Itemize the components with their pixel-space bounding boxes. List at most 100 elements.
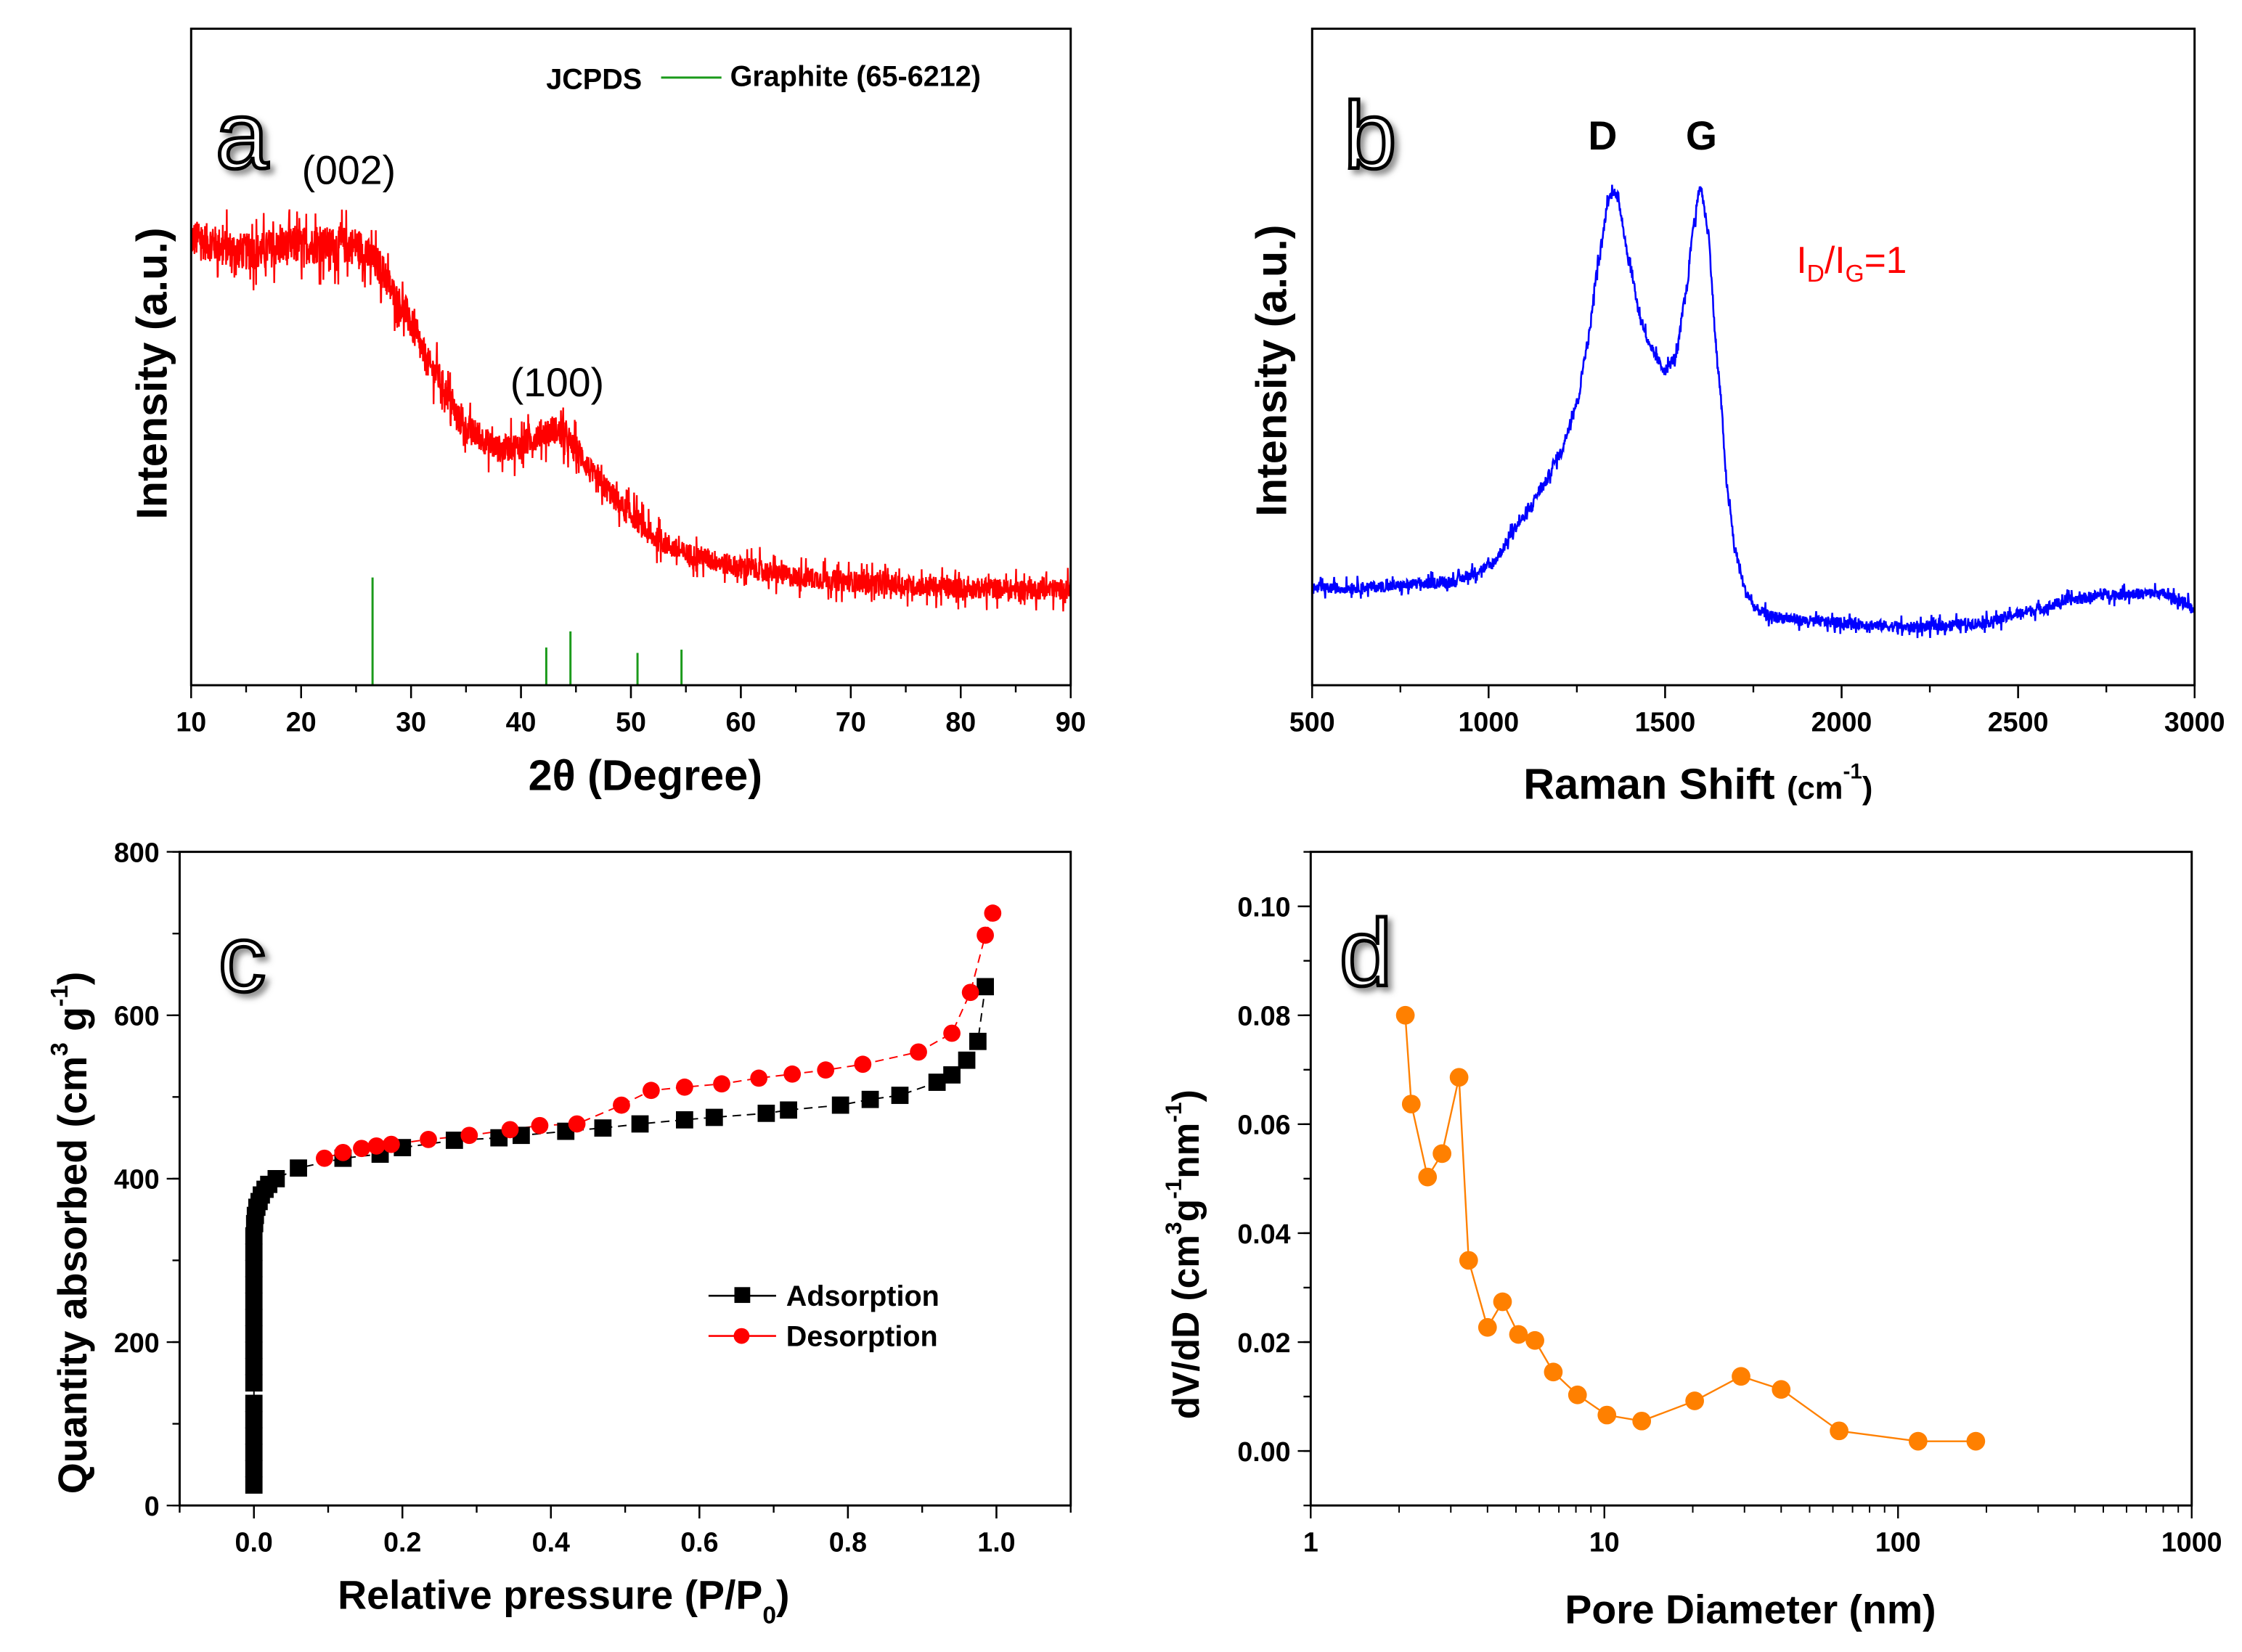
x-axis-label-b: Raman Shift (cm-1) xyxy=(1523,759,1872,808)
ylabel-d-main: dV/dD (cm xyxy=(1165,1235,1207,1419)
xlabel-b-close: ) xyxy=(1862,771,1873,806)
data-point-desorption xyxy=(977,926,994,944)
x-tick-label: 0.8 xyxy=(829,1526,867,1557)
data-point-pore xyxy=(1685,1391,1705,1410)
data-point-pore xyxy=(1395,1005,1415,1025)
ylabel-d-mid: g xyxy=(1165,1199,1207,1222)
x-tick-label: 0.4 xyxy=(532,1526,570,1557)
ratio-sub-g: G xyxy=(1846,261,1864,287)
y-tick-label: 200 xyxy=(114,1328,160,1358)
y-axis-label-a: Intensity (a.u.) xyxy=(128,227,176,519)
panel-letter-b: b xyxy=(1344,83,1397,189)
data-point-pore xyxy=(1493,1292,1512,1312)
ylabel-c-main: Quantity absorbed (cm xyxy=(50,1056,95,1494)
peak-label-d: D xyxy=(1588,113,1617,158)
data-point-desorption xyxy=(383,1135,400,1153)
data-point-adsorption xyxy=(245,1374,263,1392)
data-point-pore xyxy=(1908,1431,1928,1451)
ylabel-c-close: ) xyxy=(50,972,95,985)
x-tick-label: 1000 xyxy=(2161,1526,2222,1557)
ratio-i1: I xyxy=(1796,239,1806,281)
data-point-desorption xyxy=(501,1121,519,1139)
x-tick-label: 100 xyxy=(1875,1526,1921,1557)
data-point-adsorption xyxy=(245,1325,263,1343)
series-line-b xyxy=(1310,184,2196,639)
data-point-pore xyxy=(1830,1421,1848,1441)
data-point-adsorption xyxy=(445,1132,463,1149)
chart-c: 0.0 0.2 0.4 0.6 0.8 1.0 0 200 400 600 800 xyxy=(114,837,1072,1557)
data-point-pore xyxy=(1459,1251,1478,1270)
x-tick-label: 3000 xyxy=(2164,706,2225,737)
plot-layer: 10 20 30 40 50 60 70 80 90 500 1000 1500 2000 2500 300… xyxy=(114,28,2225,1557)
data-point-adsorption xyxy=(245,1341,263,1359)
data-point-desorption xyxy=(817,1061,835,1079)
data-point-adsorption xyxy=(676,1111,693,1129)
x-tick-label: 20 xyxy=(286,706,317,737)
data-point-pore xyxy=(1525,1330,1544,1350)
data-point-desorption xyxy=(568,1115,586,1133)
data-point-desorption xyxy=(642,1081,660,1100)
xlabel-c-close: ) xyxy=(776,1573,789,1618)
data-point-desorption xyxy=(713,1075,730,1093)
peak-label-002: (002) xyxy=(302,147,396,192)
data-point-pore xyxy=(1632,1411,1652,1431)
data-point-pore xyxy=(1401,1095,1421,1113)
data-point-adsorption xyxy=(245,1309,263,1327)
x-tick-label: 2500 xyxy=(1988,706,2049,737)
x-tick-label: 1 xyxy=(1303,1526,1318,1557)
ylabel-c-sup2: -1 xyxy=(46,985,73,1007)
data-point-adsorption xyxy=(290,1159,307,1177)
data-point-adsorption xyxy=(245,1292,263,1310)
data-point-adsorption xyxy=(780,1101,797,1119)
x-axis-label-a: 2θ (Degree) xyxy=(529,751,762,800)
x-tick-label: 40 xyxy=(506,706,537,737)
data-point-adsorption xyxy=(267,1170,285,1187)
legend-prefix: JCPDS xyxy=(546,64,642,96)
data-point-desorption xyxy=(676,1078,693,1096)
panel-letter-c: c xyxy=(219,906,266,1012)
x-tick-label: 10 xyxy=(176,706,206,737)
data-point-adsorption xyxy=(958,1051,976,1069)
ratio-sub-d: D xyxy=(1807,261,1825,287)
peak-label-g: G xyxy=(1686,113,1717,158)
data-point-adsorption xyxy=(245,1259,263,1277)
data-point-adsorption xyxy=(245,1476,263,1494)
x-tick-label: 50 xyxy=(616,706,646,737)
data-point-pore xyxy=(1772,1380,1791,1399)
x-tick-label: 2000 xyxy=(1811,706,1872,737)
x-tick-label: 0.0 xyxy=(235,1526,273,1557)
panel-a: a JCPDS Graphite (65-6212) (002) (100) 2… xyxy=(128,61,981,800)
x-tick-label: 1000 xyxy=(1459,706,1520,737)
data-point-adsorption xyxy=(631,1115,649,1133)
x-tick-label: 70 xyxy=(836,706,866,737)
x-tick-label: 500 xyxy=(1289,706,1335,737)
ratio-value: =1 xyxy=(1864,239,1907,281)
ylabel-d-sup1: 3 xyxy=(1160,1222,1186,1235)
xlabel-c-sub: 0 xyxy=(762,1602,776,1629)
y-axis-label-d: dV/dD (cm3g-1nm-1) xyxy=(1160,1089,1207,1419)
x-axis-label-c: Relative pressure (P/P0) xyxy=(338,1573,789,1629)
legend-label-adsorption: Adsorption xyxy=(786,1280,939,1312)
data-point-adsorption xyxy=(245,1444,263,1461)
y-tick-label: 0.06 xyxy=(1237,1110,1290,1140)
data-point-adsorption xyxy=(861,1090,879,1108)
data-point-adsorption xyxy=(245,1427,263,1445)
x-tick-label: 10 xyxy=(1589,1526,1620,1557)
ylabel-c-sup1: 3 xyxy=(46,1042,73,1056)
panel-d: d Pore Diameter (nm) dV/dD (cm3g-1nm-1) xyxy=(1160,898,1936,1632)
ratio-slash: /I xyxy=(1825,239,1846,281)
panel-letter-d: d xyxy=(1340,900,1393,1006)
legend-marker-adsorption xyxy=(734,1287,751,1304)
y-tick-label: 400 xyxy=(114,1164,160,1195)
panel-c: c Adsorption Desorption Relative pressur… xyxy=(46,904,939,1629)
data-point-adsorption xyxy=(943,1066,961,1084)
data-point-desorption xyxy=(334,1143,352,1161)
y-tick-label: 600 xyxy=(114,1001,160,1031)
x-tick-label: 1.0 xyxy=(977,1526,1015,1557)
y-axis-label-c: Quantity absorbed (cm3 g-1) xyxy=(46,972,95,1494)
panel-letter-a: a xyxy=(216,83,269,189)
data-point-desorption xyxy=(943,1024,961,1042)
data-point-adsorption xyxy=(891,1087,909,1104)
